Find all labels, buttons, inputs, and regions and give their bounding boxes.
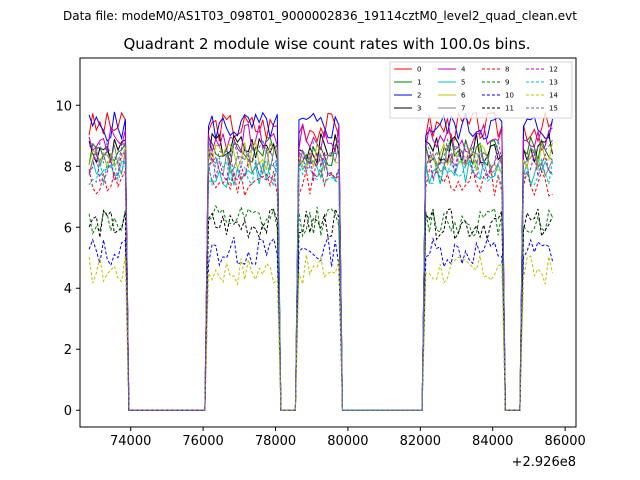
series-line-14 xyxy=(88,254,553,411)
legend-label-0: 0 xyxy=(417,66,421,74)
legend-label-11: 11 xyxy=(505,105,514,113)
legend-label-5: 5 xyxy=(461,79,465,87)
legend-label-13: 13 xyxy=(549,79,558,87)
x-offset-label: +2.926e8 xyxy=(512,455,576,470)
legend-label-15: 15 xyxy=(549,105,558,113)
legend-label-9: 9 xyxy=(505,79,509,87)
x-tick-label: 76000 xyxy=(182,434,223,449)
legend-label-12: 12 xyxy=(549,66,558,74)
legend-label-6: 6 xyxy=(461,92,466,100)
y-tick-label: 4 xyxy=(64,282,72,297)
legend-box xyxy=(389,61,573,119)
x-tick-label: 74000 xyxy=(110,434,151,449)
plot-lines xyxy=(88,111,553,411)
legend-label-7: 7 xyxy=(461,105,465,113)
legend-label-10: 10 xyxy=(505,92,514,100)
legend-label-8: 8 xyxy=(505,66,509,74)
y-tick-label: 6 xyxy=(64,221,72,236)
plot-frame xyxy=(79,57,577,428)
y-tick-label: 8 xyxy=(64,160,72,175)
series-line-15 xyxy=(88,137,553,411)
legend-label-2: 2 xyxy=(417,92,421,100)
y-axis: 0 2 4 6 8 10 xyxy=(55,99,80,419)
series-line-9 xyxy=(88,204,553,411)
y-tick-label: 2 xyxy=(64,343,72,358)
series-line-12 xyxy=(88,149,553,411)
series-line-10 xyxy=(88,237,553,411)
series-line-3 xyxy=(88,132,553,411)
series-line-5 xyxy=(88,157,553,411)
legend-label-1: 1 xyxy=(417,79,421,87)
series-line-8 xyxy=(88,166,553,411)
legend-label-14: 14 xyxy=(549,92,558,100)
series-line-13 xyxy=(88,156,553,411)
x-tick-label: 78000 xyxy=(255,434,296,449)
y-tick-label: 0 xyxy=(64,404,72,419)
legend-label-3: 3 xyxy=(417,105,421,113)
x-tick-label: 82000 xyxy=(400,434,441,449)
x-tick-label: 80000 xyxy=(327,434,368,449)
series-line-11 xyxy=(88,207,553,411)
x-axis: 74000 76000 78000 80000 82000 84000 86000 xyxy=(110,427,586,449)
chart-suptitle: Data file: modeM0/AS1T03_098T01_90000028… xyxy=(63,9,577,23)
legend-label-4: 4 xyxy=(461,66,466,74)
x-tick-label: 84000 xyxy=(472,434,513,449)
chart-title: Quadrant 2 module wise count rates with … xyxy=(123,35,530,53)
y-tick-label: 10 xyxy=(55,99,72,114)
x-tick-label: 86000 xyxy=(544,434,585,449)
series-line-7 xyxy=(88,144,553,411)
series-line-6 xyxy=(88,140,553,411)
